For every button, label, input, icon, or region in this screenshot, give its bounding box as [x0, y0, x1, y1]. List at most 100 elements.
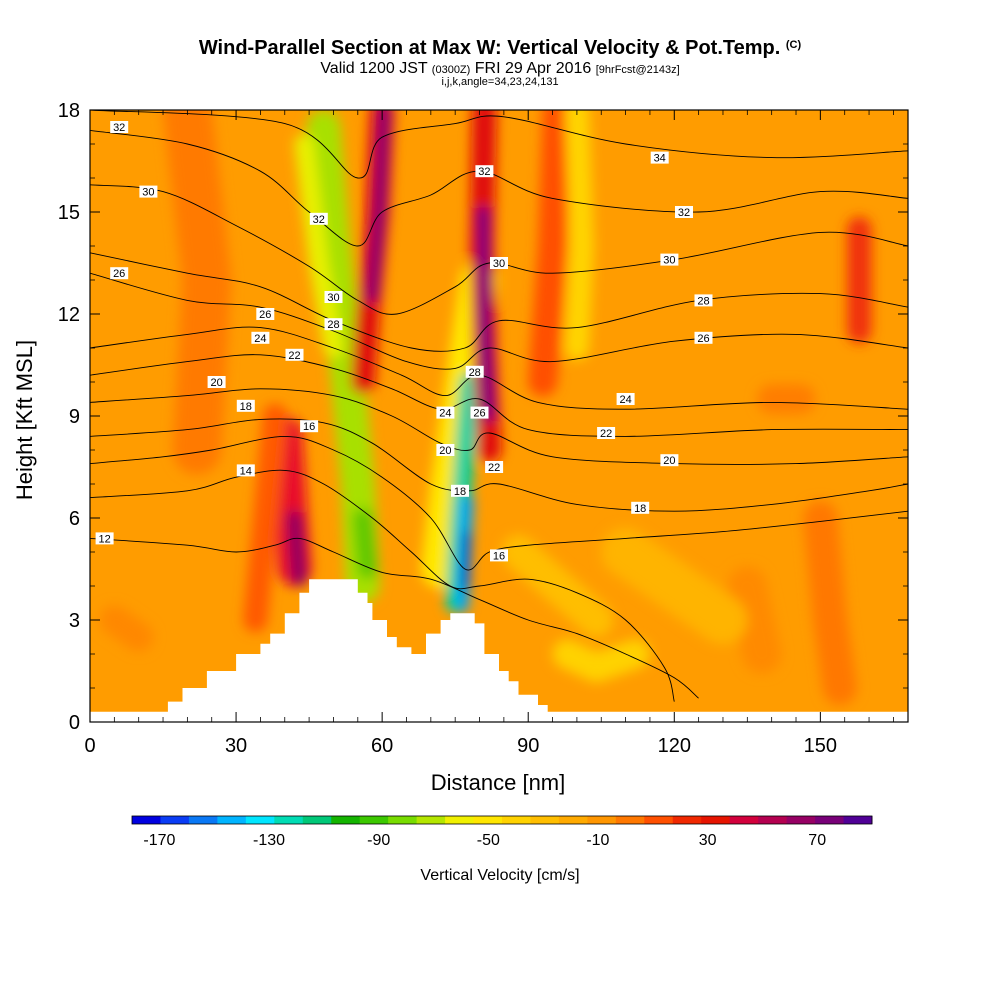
- theta-label: 20: [660, 454, 679, 467]
- theta-label: 28: [324, 318, 343, 331]
- axes: 0 30 60 90 120 150 0 3 6 9 12 15 18: [58, 100, 908, 757]
- theta-label-text: 18: [454, 486, 466, 498]
- theta-isoline-32: [90, 129, 908, 247]
- theta-label: 24: [436, 406, 455, 420]
- theta-label-text: 32: [478, 166, 490, 178]
- colorbar-swatch: [587, 816, 617, 824]
- theta-label-text: 20: [210, 377, 222, 389]
- velocity-band: [287, 510, 307, 587]
- theta-label: 30: [660, 253, 679, 267]
- colorbar-swatch: [302, 816, 332, 824]
- theta-label: 14: [236, 464, 255, 477]
- theta-label-text: 14: [240, 465, 252, 477]
- theta-isolines: [90, 110, 908, 702]
- theta-label-text: 30: [142, 187, 154, 199]
- theta-label: 24: [616, 393, 635, 406]
- theta-label-text: 24: [439, 408, 451, 420]
- velocity-band: [803, 500, 857, 706]
- velocity-band: [163, 110, 232, 475]
- x-axis-title: Distance [nm]: [431, 770, 566, 795]
- y-axis-title: Height [Kft MSL]: [12, 340, 37, 500]
- colorbar-swatch: [132, 816, 161, 824]
- y-tick-label: 6: [69, 508, 80, 530]
- velocity-band: [352, 508, 378, 579]
- colorbar-swatch: [615, 816, 645, 824]
- theta-label: 18: [451, 484, 469, 498]
- velocity-band: [601, 527, 748, 645]
- colorbar-swatch: [502, 816, 531, 824]
- x-tick-label: 120: [658, 735, 691, 757]
- theta-label-text: 32: [313, 214, 325, 226]
- colorbar-swatch: [245, 816, 275, 824]
- velocity-band: [564, 110, 594, 361]
- theta-label-text: 28: [697, 295, 709, 307]
- theta-label-text: 28: [327, 319, 339, 331]
- colorbar-swatch: [445, 816, 475, 824]
- colorbar-tick-label: -170: [143, 832, 175, 849]
- theta-label: 22: [485, 461, 504, 474]
- theta-isoline-12: [90, 537, 699, 699]
- theta-label: 18: [236, 399, 255, 413]
- colorbar-swatch: [530, 816, 560, 824]
- theta-label-text: 26: [113, 268, 125, 280]
- theta-label: 24: [251, 331, 270, 345]
- theta-isoline-30: [90, 184, 908, 315]
- theta-label-text: 30: [493, 258, 505, 270]
- theta-label-text: 18: [240, 401, 252, 413]
- theta-label: 18: [631, 501, 650, 515]
- velocity-band: [501, 534, 614, 638]
- colorbar-swatch: [274, 816, 304, 824]
- theta-label-text: 26: [259, 309, 271, 321]
- colorbar-swatch: [473, 816, 503, 824]
- theta-label: 16: [490, 549, 508, 562]
- theta-label: 26: [470, 406, 489, 420]
- colorbar-tick-label: -130: [253, 832, 285, 849]
- x-tick-label: 0: [84, 735, 95, 757]
- colorbar-swatch: [388, 816, 418, 824]
- theta-isoline-26: [90, 272, 908, 370]
- theta-label-text: 32: [113, 122, 125, 134]
- velocity-band: [528, 110, 572, 397]
- theta-label: 26: [694, 331, 713, 345]
- theta-isoline-34: [90, 110, 908, 179]
- colorbar-tick-label: -10: [586, 832, 609, 849]
- colorbar-swatch: [815, 816, 845, 824]
- theta-isoline-28: [90, 252, 908, 352]
- theta-label: 26: [110, 267, 129, 280]
- theta-label-text: 22: [488, 462, 500, 474]
- colorbar: -170 -130 -90 -50 -10 30 70: [131, 815, 873, 849]
- y-tick-label: 18: [58, 100, 80, 122]
- colorbar-swatch: [758, 816, 788, 824]
- colorbar-swatch: [160, 816, 190, 824]
- theta-isoline-18: [90, 418, 908, 512]
- velocity-band: [477, 205, 496, 423]
- chart-subtitle: Valid 1200 JST (0300Z) FRI 29 Apr 2016 […: [320, 60, 680, 77]
- chart-title: Wind-Parallel Section at Max W: Vertical…: [198, 37, 802, 59]
- x-tick-label: 150: [804, 735, 837, 757]
- theta-label-text: 18: [634, 503, 646, 515]
- theta-label: 16: [300, 420, 319, 433]
- theta-label-text: 16: [303, 421, 315, 433]
- theta-label: 30: [490, 257, 508, 270]
- colorbar-swatch: [644, 816, 674, 824]
- theta-label: 20: [207, 376, 226, 389]
- velocity-band: [366, 110, 391, 304]
- theta-isoline-16: [90, 435, 908, 571]
- theta-label: 12: [95, 532, 114, 545]
- x-tick-label: 60: [371, 735, 393, 757]
- theta-label: 32: [110, 121, 129, 134]
- theta-label: 26: [256, 308, 275, 321]
- y-tick-label: 0: [69, 712, 80, 734]
- theta-label-text: 30: [663, 255, 675, 267]
- colorbar-swatch: [217, 816, 247, 824]
- theta-label: 28: [465, 365, 484, 379]
- theta-label-text: 20: [663, 455, 675, 467]
- colorbar-swatch: [416, 816, 446, 824]
- y-tick-label: 9: [69, 406, 80, 428]
- colorbar-swatch: [331, 816, 361, 824]
- colorbar-swatch: [843, 816, 873, 824]
- colorbar-frame: [131, 815, 873, 825]
- theta-label-text: 22: [288, 350, 300, 362]
- theta-label: 30: [324, 291, 343, 304]
- theta-label-text: 24: [619, 394, 631, 406]
